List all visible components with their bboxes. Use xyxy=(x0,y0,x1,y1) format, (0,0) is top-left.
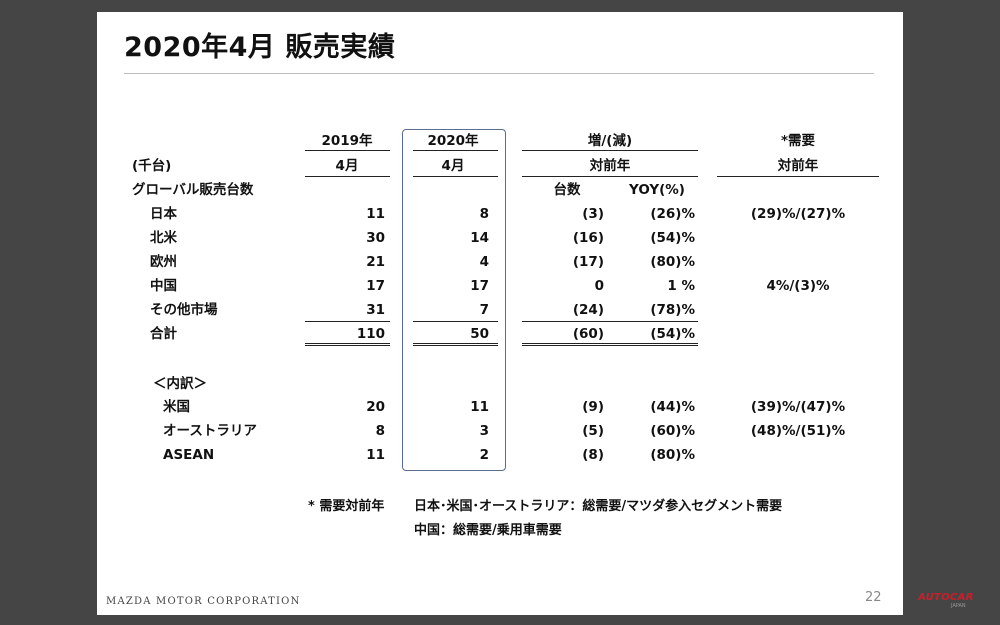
cell-demand: (39)%/(47)% xyxy=(750,399,846,415)
cell-demand: (29)%/(27)% xyxy=(750,206,846,222)
row-label: 北米 xyxy=(150,230,177,246)
cell-yoy: (54)% xyxy=(650,230,695,246)
cell-2019: 21 xyxy=(366,254,385,270)
row-label: その他市場 xyxy=(150,302,218,318)
page-number: 22 xyxy=(865,590,882,605)
cell-2019: 11 xyxy=(366,206,385,222)
breakdown-label: ＜内訳＞ xyxy=(153,376,207,392)
section-label: グローバル販売台数 xyxy=(132,182,254,198)
rule-change xyxy=(522,150,698,151)
cell-2020: 4 xyxy=(479,254,489,270)
cell-2019: 30 xyxy=(366,230,385,246)
cell-2020: 7 xyxy=(479,302,489,318)
cell-demand: (48)%/(51)% xyxy=(750,423,846,439)
rule-2020-lower xyxy=(413,176,498,177)
rule-2019 xyxy=(305,150,390,151)
header-2019-month: 4月 xyxy=(335,158,359,174)
note-line-2: 中国：総需要/乗用車需要 xyxy=(414,523,562,538)
cell-2020: 14 xyxy=(470,230,489,246)
cell-2020: 50 xyxy=(470,326,489,342)
cell-2019: 31 xyxy=(366,302,385,318)
unit-label: (千台) xyxy=(132,158,172,174)
cell-2020: 11 xyxy=(470,399,489,415)
autocar-logo: AUTOCAR xyxy=(918,592,974,603)
cell-diff: (24) xyxy=(572,302,604,318)
header-demand-yoy: 対前年 xyxy=(777,158,819,174)
row-label: 中国 xyxy=(150,278,177,294)
cell-diff: (60) xyxy=(572,326,604,342)
row-label: ASEAN xyxy=(163,447,215,463)
cell-2020: 3 xyxy=(479,423,489,439)
cell-diff: (8) xyxy=(582,447,604,463)
subtotal-rule-change xyxy=(522,321,698,322)
title-divider xyxy=(124,73,874,74)
cell-yoy: (54)% xyxy=(650,326,695,342)
cell-yoy: (26)% xyxy=(650,206,695,222)
cell-diff: (5) xyxy=(582,423,604,439)
header-change: 増/(減) xyxy=(587,133,633,149)
rule-change-lower xyxy=(522,176,698,177)
cell-2019: 20 xyxy=(366,399,385,415)
highlight-2020-column xyxy=(402,129,506,471)
total-double-rule-2020 xyxy=(413,343,498,346)
cell-2019: 17 xyxy=(366,278,385,294)
autocar-logo-sub: JAPAN xyxy=(951,603,966,609)
header-demand: *需要 xyxy=(780,133,816,149)
header-2020-month: 4月 xyxy=(441,158,465,174)
cell-diff: (16) xyxy=(572,230,604,246)
row-label: オーストラリア xyxy=(163,423,257,439)
note-prefix: * 需要対前年 xyxy=(308,499,385,514)
cell-2019: 110 xyxy=(356,326,385,342)
cell-yoy: (44)% xyxy=(650,399,695,415)
rule-2019-lower xyxy=(305,176,390,177)
company-footer: MAZDA MOTOR CORPORATION xyxy=(106,596,301,607)
cell-2020: 2 xyxy=(479,447,489,463)
row-label: 米国 xyxy=(163,399,190,415)
cell-2019: 11 xyxy=(366,447,385,463)
rule-demand xyxy=(717,176,879,177)
cell-yoy: (60)% xyxy=(650,423,695,439)
cell-yoy: (80)% xyxy=(650,254,695,270)
row-label: 合計 xyxy=(150,326,177,342)
cell-demand: 4%/(3)% xyxy=(766,278,830,294)
subheader-units: 台数 xyxy=(553,182,581,198)
cell-2020: 8 xyxy=(479,206,489,222)
header-2020-year: 2020年 xyxy=(427,133,479,149)
header-change-yoy: 対前年 xyxy=(589,158,631,174)
slide: 2020年4月 販売実績 2019年 4月 2020年 4月 増/(減) 対前年… xyxy=(97,12,903,615)
cell-yoy: (78)% xyxy=(650,302,695,318)
cell-diff: (17) xyxy=(572,254,604,270)
subtotal-rule-2020 xyxy=(413,321,498,322)
subheader-yoy: YOY(%) xyxy=(629,182,685,198)
header-2019-year: 2019年 xyxy=(321,133,373,149)
page-title: 2020年4月 販売実績 xyxy=(124,32,396,63)
cell-2019: 8 xyxy=(375,423,385,439)
cell-diff: (3) xyxy=(582,206,604,222)
note-line-1: 日本･米国･オーストラリア：総需要/マツダ参入セグメント需要 xyxy=(414,499,783,514)
row-label: 日本 xyxy=(150,206,177,222)
total-double-rule-change xyxy=(522,343,698,346)
subtotal-rule-2019 xyxy=(305,321,390,322)
total-double-rule-2019 xyxy=(305,343,390,346)
rule-2020 xyxy=(413,150,498,151)
cell-yoy: (80)% xyxy=(650,447,695,463)
cell-2020: 17 xyxy=(470,278,489,294)
row-label: 欧州 xyxy=(150,254,177,270)
cell-diff: (9) xyxy=(582,399,604,415)
cell-yoy: 1 % xyxy=(667,278,695,294)
cell-diff: 0 xyxy=(594,278,604,294)
